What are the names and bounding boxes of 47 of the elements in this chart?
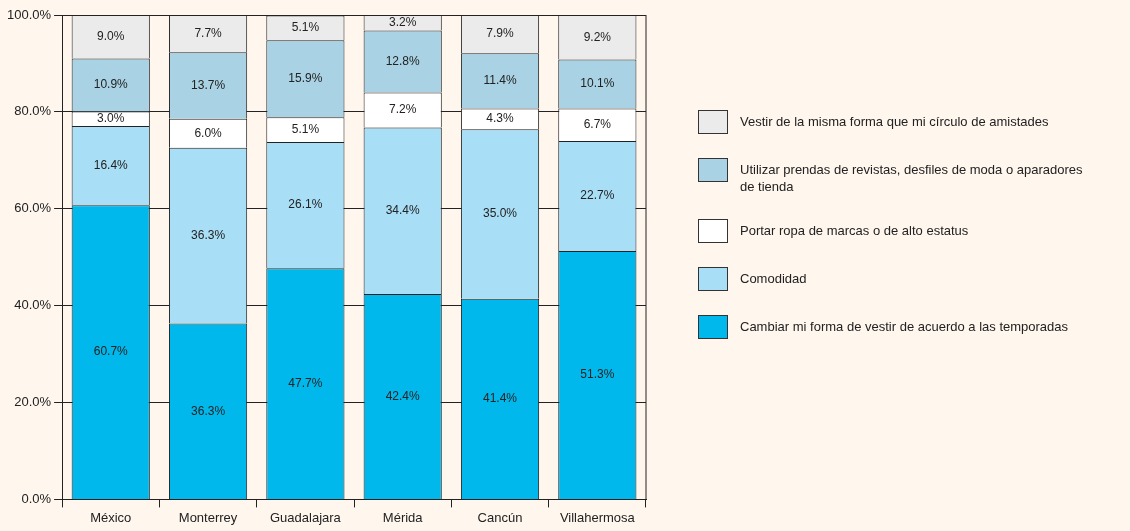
data-label: 4.3% (486, 111, 515, 126)
data-label: 7.7% (194, 25, 223, 40)
x-tick-label: México (90, 509, 132, 525)
data-label: 9.2% (583, 29, 612, 44)
data-label: 13.7% (191, 77, 226, 92)
data-label: 10.1% (580, 76, 615, 91)
data-label: 11.4% (483, 73, 517, 88)
data-label: 34.4% (385, 203, 421, 218)
text: Cambiar mi forma de vestir de acuerdo a las temporadas (740, 318, 1069, 335)
data-label: 47.7% (288, 375, 323, 390)
data-label: 5.1% (291, 121, 320, 136)
x-tick-label: Monterrey (178, 509, 238, 525)
y-tick-label: 40.0% (14, 297, 52, 313)
data-label: 7.2% (389, 102, 417, 117)
data-label: 10.9% (93, 77, 129, 92)
data-label: 6.7% (583, 117, 612, 132)
x-tick-label: Cancún (477, 509, 523, 525)
data-label: 35.0% (483, 206, 518, 221)
y-tick-label: 60.0% (14, 200, 52, 216)
legend-label: Utilizar prendas de revistas, desfiles de moda o aparadores de tienda (740, 161, 1084, 195)
y-tick-label: 100.0% (7, 6, 52, 22)
data-label: 41.4% (483, 391, 518, 406)
y-tick-label: 0.0% (21, 490, 52, 506)
legend-label: Comodidad (740, 270, 807, 287)
data-label: 6.0% (194, 125, 223, 140)
data-label: 36.3% (191, 227, 226, 242)
data-label: 7.9% (486, 26, 515, 41)
legend-label: Vestir de la misma forma que mi círculo de amistades (740, 113, 1049, 130)
data-label: 15.9% (288, 71, 323, 86)
data-label: 60.7% (93, 344, 129, 359)
data-label: 42.4% (385, 388, 421, 403)
legend-label: Portar ropa de marcas o de alto estatus (740, 222, 969, 239)
data-label: 36.3% (191, 403, 226, 418)
data-label: 22.7% (580, 188, 615, 203)
data-label: 5.1% (291, 20, 320, 35)
data-label: 51.3% (580, 367, 615, 382)
y-tick-label: 80.0% (14, 103, 52, 119)
x-tick-label: Guadalajara (269, 509, 342, 525)
data-label: 3.2% (389, 15, 417, 30)
data-label: 26.1% (288, 197, 323, 212)
data-label: 3.0% (97, 110, 125, 125)
x-tick-label: Villahermosa (559, 509, 636, 525)
data-label: 16.4% (93, 157, 129, 172)
data-label: 9.0% (97, 29, 125, 44)
data-label: 12.8% (385, 53, 421, 68)
x-tick-label: Mérida (382, 509, 424, 525)
y-tick-label: 20.0% (14, 394, 52, 410)
